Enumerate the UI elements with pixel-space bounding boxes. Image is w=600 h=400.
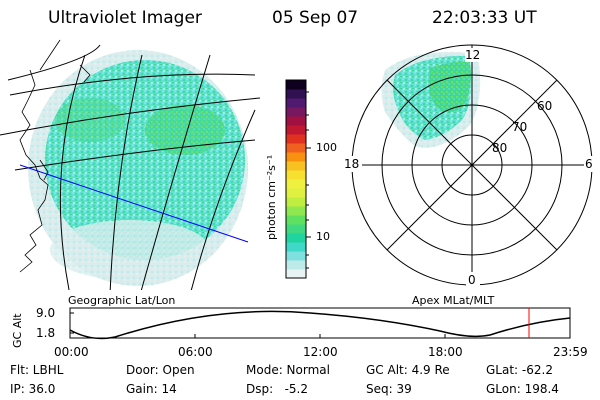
colorbar-band [286, 161, 306, 171]
polar-grid [351, 44, 593, 286]
polar-panel-label: Apex MLat/MLT [412, 294, 495, 307]
colorbar-band [286, 179, 306, 189]
colorbar-band [286, 251, 306, 261]
colorbar-tick-100: 100 [316, 141, 337, 154]
glon-field: GLon: 198.4 [486, 382, 559, 396]
mode-field: Mode: Normal [246, 363, 330, 377]
mlt-label-0: 0 [468, 273, 476, 287]
colorbar-frame [285, 79, 307, 279]
geographic-image [0, 44, 260, 290]
time-tick-1200: 12:00 [303, 345, 338, 359]
altitude-tick-high: 9.0 [36, 306, 56, 320]
time-tick-0000: 00:00 [54, 345, 89, 359]
mlt-label-6: 6 [585, 157, 593, 171]
colorbar-band [286, 206, 306, 216]
polar-image [381, 51, 481, 148]
altitude-axis-label: GC Alt [11, 313, 24, 348]
colorbar-tick-10: 10 [316, 230, 330, 243]
colorbar-band [286, 170, 306, 180]
time-tick-1800: 18:00 [428, 345, 463, 359]
colorbar-band [286, 269, 306, 279]
ip-field: IP: 36.0 [10, 382, 56, 396]
mlt-label-12: 12 [465, 48, 481, 62]
colorbar-band [286, 107, 306, 117]
colorbar-band [286, 98, 306, 108]
gc-alt-field: GC Alt: 4.9 Re [366, 363, 450, 377]
coastline [19, 64, 91, 273]
mlat-label-80: 80 [492, 141, 508, 155]
seq-field: Seq: 39 [366, 382, 412, 396]
colorbar-unit-label: photon cm⁻²s⁻¹ [265, 154, 278, 240]
geo-edge-lines [39, 39, 61, 71]
colorbar-band [286, 242, 306, 252]
colorbar-band [286, 125, 306, 135]
gain-field: Gain: 14 [126, 382, 177, 396]
colorbar-band [286, 260, 306, 270]
altitude-curve [69, 310, 571, 340]
colorbar-band [286, 224, 306, 234]
colorbar-band [286, 80, 306, 90]
filter-field: Flt: LBHL [10, 363, 64, 377]
door-field: Door: Open [126, 363, 195, 377]
mlat-label-70: 70 [512, 120, 528, 134]
colorbar-band [286, 116, 306, 126]
colorbar [286, 80, 306, 279]
time-tick-0600: 06:00 [178, 345, 213, 359]
mlt-label-18: 18 [344, 157, 360, 171]
colorbar-band [286, 197, 306, 207]
instrument-title: Ultraviolet Imager [48, 8, 202, 28]
date-label: 05 Sep 07 [272, 8, 359, 28]
glat-field: GLat: -62.2 [486, 363, 553, 377]
dsp-field: Dsp: -5.2 [246, 382, 309, 396]
colorbar-band [286, 143, 306, 153]
colorbar-band [286, 233, 306, 243]
colorbar-band [286, 215, 306, 225]
altitude-tick-low: 1.8 [36, 326, 56, 340]
colorbar-ticks [306, 91, 311, 269]
colorbar-band [286, 152, 306, 162]
altitude-plot-ticks [70, 312, 571, 338]
colorbar-band [286, 89, 306, 99]
mlat-label-60: 60 [537, 99, 553, 113]
colorbar-band [286, 188, 306, 198]
orbit-track [19, 164, 249, 243]
geographic-panel-label: Geographic Lat/Lon [68, 294, 176, 307]
colorbar-band [286, 134, 306, 144]
time-tick-2359: 23:59 [553, 345, 588, 359]
time-label: 22:03:33 UT [432, 8, 537, 28]
